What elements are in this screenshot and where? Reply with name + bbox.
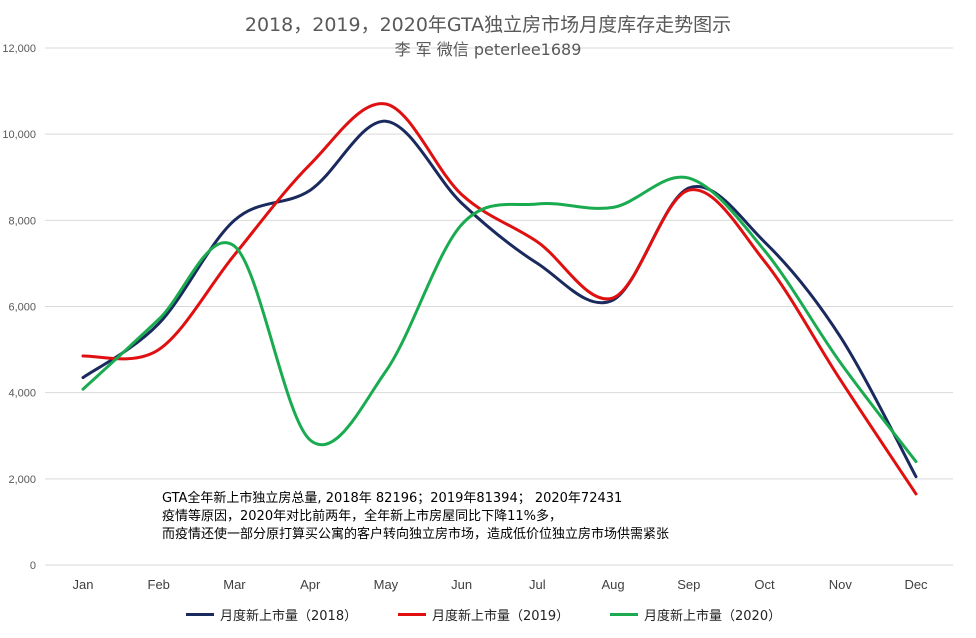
annotation-line-3: 而疫情还使一部分原打算买公寓的客户转向独立房市场，造成低价位独立房市场供需紧张 xyxy=(162,527,670,542)
x-tick-label: Aug xyxy=(602,577,625,592)
y-axis-tick-labels: 0 2,000 4,000 6,000 8,000 10,000 12,000 xyxy=(2,43,36,572)
y-tick-label: 0 xyxy=(30,560,36,572)
legend-swatch-2020 xyxy=(610,613,638,616)
legend-swatch-2018 xyxy=(186,613,214,616)
series-line-2020 xyxy=(81,175,918,464)
series-line-2018 xyxy=(81,119,918,479)
x-tick-label: Dec xyxy=(904,577,928,592)
x-tick-label: Jun xyxy=(451,577,472,592)
y-tick-label: 10,000 xyxy=(2,129,36,141)
legend-swatch-2019 xyxy=(398,613,426,616)
legend-label-2018: 月度新上市量（2018） xyxy=(220,609,358,624)
chart-title: 2018，2019，2020年GTA独立房市场月度库存走势图示 xyxy=(244,14,732,36)
y-tick-label: 12,000 xyxy=(2,43,36,55)
x-axis-tick-labels: Jan Feb Mar Apr May Jun Jul Aug Sep Oct Nov Dec xyxy=(73,577,929,592)
legend-item-2020: 月度新上市量（2020） xyxy=(610,605,781,624)
legend-item-2018: 月度新上市量（2018） xyxy=(186,605,357,624)
legend-item-2019: 月度新上市量（2019） xyxy=(398,605,569,624)
x-tick-label: Mar xyxy=(223,577,246,592)
x-tick-label: Sep xyxy=(677,577,700,592)
y-tick-label: 8,000 xyxy=(8,215,36,227)
annotation-line-1: GTA全年新上市独立房总量, 2018年 82196；2019年81394； 2… xyxy=(162,491,623,506)
x-tick-label: Feb xyxy=(148,577,170,592)
x-tick-label: Nov xyxy=(829,577,853,592)
x-tick-label: Oct xyxy=(754,577,775,592)
y-tick-label: 6,000 xyxy=(8,302,36,314)
y-tick-label: 2,000 xyxy=(8,474,36,486)
y-tick-label: 4,000 xyxy=(8,388,36,400)
annotation-line-2: 疫情等原因，2020年对比前两年，全年新上市房屋同比下降11%多， xyxy=(162,509,562,524)
x-tick-label: Jan xyxy=(73,577,94,592)
x-tick-label: May xyxy=(374,577,399,592)
legend-label-2019: 月度新上市量（2019） xyxy=(432,609,570,624)
chart-subtitle: 李 军 微信 peterlee1689 xyxy=(394,40,582,59)
legend-label-2020: 月度新上市量（2020） xyxy=(644,609,782,624)
x-tick-label: Apr xyxy=(300,577,321,592)
series-line-2019 xyxy=(81,102,918,496)
x-tick-label: Jul xyxy=(529,577,546,592)
series-lines xyxy=(81,102,918,496)
